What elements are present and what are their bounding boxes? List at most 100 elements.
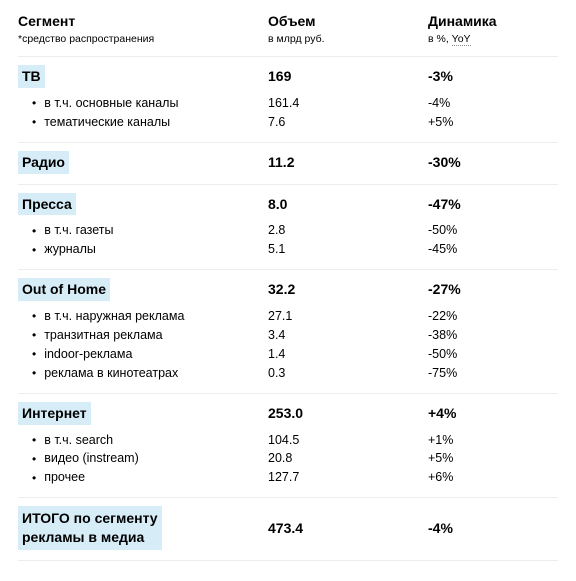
separator	[18, 184, 558, 185]
segment-dynamics: -3%	[428, 65, 558, 86]
total-volume: 473.4	[268, 519, 428, 538]
sub-label-cell: •тематические каналы	[18, 114, 268, 131]
sub-label-cell: • в т.ч. search	[18, 432, 268, 449]
segment-row: Out of Home32.2-27%	[18, 278, 558, 301]
header-segment-title: Сегмент	[18, 12, 268, 31]
sub-label: журналы	[44, 241, 96, 258]
header-volume-sub: в млрд руб.	[268, 32, 428, 46]
sub-dynamics: -50%	[428, 222, 558, 239]
segment-name-cell: Интернет	[18, 402, 268, 425]
segment-sub-row: •прочее127.7+6%	[18, 468, 558, 487]
segment-volume: 32.2	[268, 278, 428, 299]
sub-dynamics: +5%	[428, 450, 558, 467]
separator	[18, 560, 558, 561]
segment-dynamics: -47%	[428, 193, 558, 214]
segment-name-cell: Out of Home	[18, 278, 268, 301]
sub-volume: 104.5	[268, 432, 428, 449]
segment-sub-row: •в т.ч. search104.5+1%	[18, 431, 558, 450]
sub-volume: 5.1	[268, 241, 428, 258]
segment-name: ТВ	[18, 65, 45, 88]
segment-sub-row: •в т.ч. газеты2.8-50%	[18, 221, 558, 240]
header-segment-sub: *средство распространения	[18, 32, 268, 46]
sub-volume: 3.4	[268, 327, 428, 344]
sub-dynamics: -38%	[428, 327, 558, 344]
segment-sub-row: •в т.ч. основные каналы161.4-4%	[18, 94, 558, 113]
segment-row: Пресса 8.0-47%	[18, 193, 558, 216]
sub-volume: 1.4	[268, 346, 428, 363]
segment-sub-row: • видео (instream) 20.8+5%	[18, 449, 558, 468]
bullet-icon: •	[32, 432, 36, 448]
segment-row: ТВ169-3%	[18, 65, 558, 88]
bullet-icon: •	[32, 470, 36, 486]
sub-label: транзитная реклама	[44, 327, 162, 344]
bullet-icon: •	[32, 365, 36, 381]
sub-volume: 161.4	[268, 95, 428, 112]
separator	[18, 393, 558, 394]
sub-label-cell: • реклама в кинотеатрах	[18, 365, 268, 382]
header-dynamics-title: Динамика	[428, 12, 558, 31]
bullet-icon: •	[32, 327, 36, 343]
separator	[18, 56, 558, 57]
header-volume: Объем в млрд руб.	[268, 12, 428, 46]
sub-label-cell: •в т.ч. газеты	[18, 222, 268, 239]
sub-label: в т.ч. газеты	[44, 222, 113, 239]
segment-name: Интернет	[18, 402, 91, 425]
sub-label-cell: •прочее	[18, 469, 268, 486]
segment-name: Пресса	[18, 193, 76, 216]
segment-volume: 253.0	[268, 402, 428, 423]
total-row: ИТОГО по сегментурекламы в медиа 473.4 -…	[18, 506, 558, 550]
header-volume-title: Объем	[268, 12, 428, 31]
sub-label: тематические каналы	[44, 114, 170, 131]
bullet-icon: •	[32, 308, 36, 324]
segment-sub-row: •в т.ч. наружная реклама27.1-22%	[18, 307, 558, 326]
segment-sub-row: • транзитная реклама 3.4-38%	[18, 326, 558, 345]
segment-sub-row: •тематические каналы7.6+5%	[18, 113, 558, 132]
sub-label: в т.ч. search	[44, 432, 113, 449]
sub-label-cell: • в т.ч. основные каналы	[18, 95, 268, 112]
sub-volume: 7.6	[268, 114, 428, 131]
segment-volume: 11.2	[268, 151, 428, 172]
sub-label-cell: • в т.ч. наружная реклама	[18, 308, 268, 325]
sub-volume: 0.3	[268, 365, 428, 382]
segment-dynamics: +4%	[428, 402, 558, 423]
segment-sub-row: • реклама в кинотеатрах 0.3-75%	[18, 364, 558, 383]
sub-label: видео (instream)	[44, 450, 139, 467]
sub-label: в т.ч. наружная реклама	[44, 308, 184, 325]
bullet-icon: •	[32, 95, 36, 111]
sub-dynamics: -75%	[428, 365, 558, 382]
header-dynamics-sub: в %, YoY	[428, 32, 558, 46]
table-header: Сегмент *средство распространения Объем …	[18, 12, 558, 46]
bullet-icon: •	[32, 451, 36, 467]
sub-volume: 127.7	[268, 469, 428, 486]
segment-dynamics: -30%	[428, 151, 558, 172]
sub-label: реклама в кинотеатрах	[44, 365, 178, 382]
segment-name: Радио	[18, 151, 69, 174]
sub-dynamics: -50%	[428, 346, 558, 363]
segment-row: Радио 11.2-30%	[18, 151, 558, 174]
segment-volume: 8.0	[268, 193, 428, 214]
total-label-cell: ИТОГО по сегментурекламы в медиа	[18, 506, 268, 550]
sub-dynamics: -22%	[428, 308, 558, 325]
sub-label-cell: • журналы	[18, 241, 268, 258]
segment-sub-row: • журналы 5.1-45%	[18, 240, 558, 259]
total-dynamics: -4%	[428, 519, 558, 538]
segment-name-cell: Пресса	[18, 193, 268, 216]
total-label: ИТОГО по сегментурекламы в медиа	[18, 506, 162, 550]
yoy-link[interactable]: YoY	[452, 33, 471, 46]
sub-volume: 20.8	[268, 450, 428, 467]
segment-row: Интернет 253.0+4%	[18, 402, 558, 425]
header-segment: Сегмент *средство распространения	[18, 12, 268, 46]
sub-label: indoor-реклама	[44, 346, 132, 363]
sub-dynamics: +5%	[428, 114, 558, 131]
sub-dynamics: +6%	[428, 469, 558, 486]
sub-dynamics: -45%	[428, 241, 558, 258]
segment-name-cell: Радио	[18, 151, 268, 174]
bullet-icon: •	[32, 346, 36, 362]
separator	[18, 142, 558, 143]
media-ad-table: Сегмент *средство распространения Объем …	[18, 12, 558, 561]
separator	[18, 497, 558, 498]
segment-name: Out of Home	[18, 278, 110, 301]
segment-name-cell: ТВ	[18, 65, 268, 88]
sub-label: в т.ч. основные каналы	[44, 95, 178, 112]
bullet-icon: •	[32, 242, 36, 258]
